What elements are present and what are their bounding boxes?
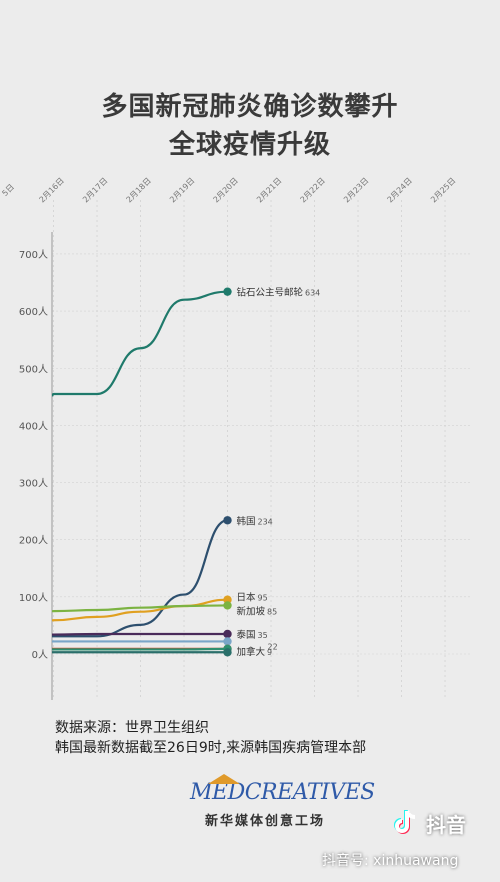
y-tick-label: 200人 — [19, 535, 48, 547]
tiktok-watermark: 抖音 — [390, 808, 466, 838]
series-name-label: 泰国 — [237, 629, 256, 641]
series-value-label: 85 — [267, 607, 277, 616]
tiktok-app-name: 抖音 — [426, 812, 466, 837]
chart-title-line2: 全球疫情升级 — [168, 130, 331, 160]
y-tick-label: 300人 — [19, 478, 48, 490]
series-value-label: 234 — [258, 517, 273, 526]
series-end-point — [223, 601, 232, 610]
y-tick-label: 400人 — [19, 420, 48, 432]
y-tick-label: 500人 — [19, 363, 48, 375]
series-value-label: 95 — [258, 594, 268, 603]
series-value-label: 9 — [267, 648, 272, 657]
x-tick-label: 2月20日 — [211, 176, 239, 204]
x-tick-label: 2月25日 — [429, 176, 457, 204]
logo-wordmark: MEDCREATIVES — [190, 780, 375, 805]
x-tick-label: 2月23日 — [342, 176, 370, 204]
series-name-label: 韩国 — [237, 515, 256, 527]
x-tick-label: 5日 — [0, 182, 16, 198]
series-line — [51, 290, 228, 397]
x-tick-label: 2月21日 — [255, 176, 283, 204]
series-value-label: 35 — [258, 631, 268, 640]
x-tick-label: 2月17日 — [81, 176, 109, 204]
series-end-point — [223, 648, 232, 657]
data-source-note: 韩国最新数据截至26日9时,来源韩国疾病管理本部 — [55, 740, 367, 756]
tiktok-icon — [390, 808, 420, 838]
series-end-point — [223, 629, 232, 639]
series-line — [51, 604, 228, 613]
series-end-point — [223, 637, 232, 646]
series-line — [52, 647, 228, 651]
x-tick-label: 2月16日 — [37, 176, 65, 204]
series-end-point — [223, 287, 232, 296]
series-name-label: 日本 — [237, 592, 257, 604]
y-tick-label: 100人 — [19, 592, 48, 604]
series-name-label: 新加坡 — [237, 605, 266, 617]
data-source-line: 数据来源：世界卫生组织 — [55, 720, 209, 736]
x-tick-label: 2月22日 — [298, 176, 326, 204]
series-name-label: 加拿大 — [237, 646, 266, 658]
y-tick-label: 0人 — [32, 649, 48, 661]
logo-roof-icon — [208, 774, 240, 784]
medcreatives-logo: MEDCREATIVES 新华媒体创意工场 — [190, 774, 375, 829]
series-line — [51, 519, 228, 638]
tiktok-account-id: 抖音号: xinhuawang — [322, 853, 459, 869]
x-tick-label: 2月24日 — [385, 176, 413, 204]
chart-title-line1: 多国新冠肺炎确诊数攀升 — [101, 92, 399, 122]
series-value-label: 634 — [305, 289, 320, 298]
series-name-label: 钻石公主号邮轮 — [237, 287, 304, 299]
y-tick-label: 700人 — [19, 249, 48, 261]
logo-subtitle: 新华媒体创意工场 — [204, 814, 325, 829]
line-chart: 5日 2月16日 2月17日 2月18日 2月19日 2月20日 2月21日 2月22日 2月2… — [0, 176, 470, 700]
series-line — [52, 632, 228, 636]
series-end-point — [223, 516, 232, 525]
series-value-label: 22 — [268, 642, 278, 651]
x-tick-label: 2月18日 — [124, 176, 152, 204]
y-tick-label: 600人 — [19, 306, 48, 318]
x-tick-label: 2月19日 — [168, 176, 196, 204]
